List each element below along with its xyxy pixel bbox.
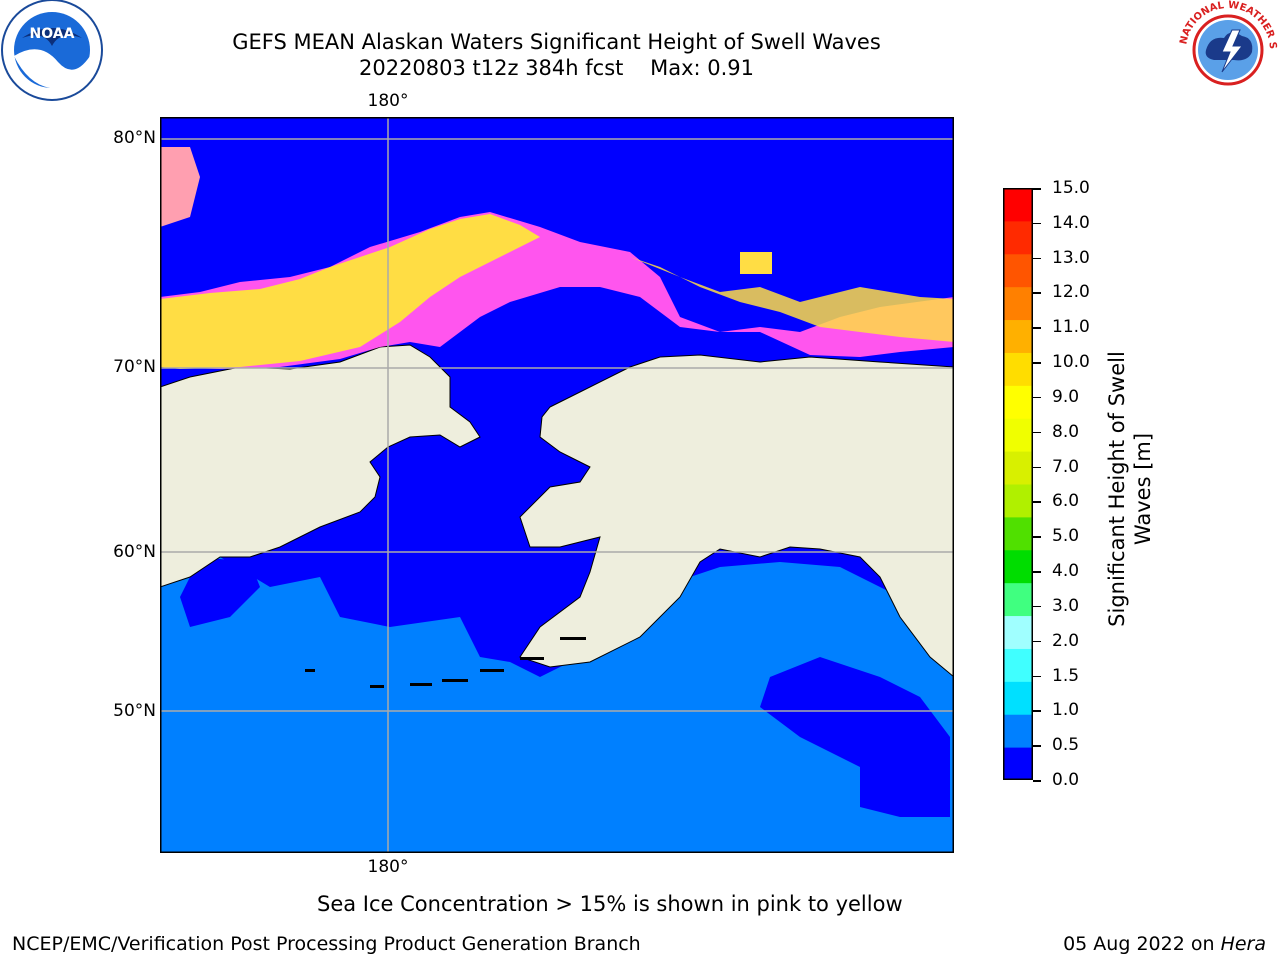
- colorbar-tick-label: 14.0: [1052, 212, 1090, 233]
- sea-ice-floe: [740, 252, 772, 274]
- colorbar-tick-label: 10.0: [1052, 352, 1090, 373]
- map-canvas: [159, 117, 955, 853]
- sea-ice-yellow-west: [160, 214, 540, 369]
- colorbar-tick-label: 3.0: [1052, 595, 1080, 616]
- colorbar-tick-label: 0.5: [1052, 735, 1080, 756]
- colorbar-segment: [1003, 516, 1033, 551]
- lat-label-60: 60°N: [113, 542, 156, 562]
- colorbar-tick-mark: [1033, 327, 1041, 329]
- colorbar-tick-label: 5.0: [1052, 526, 1080, 547]
- sea-ice-yellow-east: [630, 257, 954, 342]
- chart-subtitle: 20220803 t12z 384h fcst Max: 0.91: [358, 56, 755, 80]
- colorbar-tick-mark: [1033, 745, 1041, 747]
- colorbar-tick-label: 1.0: [1052, 700, 1080, 721]
- sea-ice-north-patch: [160, 147, 200, 227]
- colorbar-tick-label: 4.0: [1052, 561, 1080, 582]
- chart-title: GEFS MEAN Alaskan Waters Significant Hei…: [232, 30, 881, 54]
- colorbar-segment: [1003, 648, 1033, 682]
- colorbar-segment: [1003, 253, 1033, 288]
- footer-machine: Hera: [1220, 933, 1266, 955]
- colorbar-segment: [1003, 418, 1033, 452]
- colorbar-tick-mark: [1033, 257, 1041, 260]
- colorbar-tick-mark: [1033, 710, 1041, 712]
- svg-text:NOAA: NOAA: [30, 26, 75, 42]
- siberia-land: [159, 344, 481, 588]
- colorbar-tick-label: 1.5: [1052, 665, 1080, 686]
- colorbar-tick-label: 7.0: [1052, 456, 1080, 477]
- colorbar-tick-mark: [1033, 188, 1041, 190]
- colorbar-tick-mark: [1033, 396, 1041, 399]
- colorbar: [1003, 188, 1033, 781]
- colorbar-tick-mark: [1033, 640, 1041, 643]
- colorbar-tick-label: 12.0: [1052, 282, 1090, 303]
- colorbar-tick-label: 13.0: [1052, 247, 1090, 268]
- sea-ice-caption: Sea Ice Concentration > 15% is shown in …: [317, 892, 903, 916]
- colorbar-segment: [1003, 582, 1033, 617]
- colorbar-tick-mark: [1033, 466, 1041, 469]
- colorbar-tick-label: 15.0: [1052, 178, 1090, 198]
- bering-shelf-patch: [180, 557, 260, 627]
- footer-date-text: 05 Aug 2022 on: [1063, 933, 1215, 955]
- colorbar-tick-label: 11.0: [1052, 317, 1090, 338]
- nws-logo: NATIONAL WEATHER SERVICE: [1172, 0, 1280, 104]
- colorbar-tick-mark: [1033, 675, 1041, 678]
- noaa-logo: NOAA: [0, 0, 104, 104]
- map-panel: [159, 117, 955, 853]
- lon-label-bottom: 180°: [367, 857, 409, 877]
- colorbar-segment: [1003, 747, 1033, 781]
- colorbar-title: Significant Height of Swell Waves [m]: [1105, 351, 1155, 627]
- colorbar-segment: [1003, 451, 1033, 485]
- colorbar-tick-label: 9.0: [1052, 386, 1080, 407]
- colorbar-tick-mark: [1033, 501, 1041, 503]
- colorbar-tick-mark: [1033, 536, 1041, 538]
- map-frame: [160, 117, 954, 853]
- graticule: [160, 117, 954, 853]
- colorbar-segment: [1003, 286, 1033, 321]
- colorbar-tick-label: 0.0: [1052, 770, 1080, 790]
- alaska-land: [519, 354, 955, 679]
- gulf-deep-patch: [760, 657, 950, 817]
- colorbar-tick-mark: [1033, 605, 1041, 608]
- colorbar-segment: [1003, 615, 1033, 649]
- colorbar-frame: [1003, 188, 1033, 780]
- colorbar-tick-mark: [1033, 292, 1041, 294]
- colorbar-segment: [1003, 385, 1033, 419]
- colorbar-segment: [1003, 352, 1033, 386]
- lon-label-top: 180°: [367, 91, 409, 111]
- colorbar-tick-mark: [1033, 222, 1041, 225]
- colorbar-segment: [1003, 220, 1033, 255]
- colorbar-segment: [1003, 484, 1033, 518]
- colorbar-tick-mark: [1033, 571, 1041, 573]
- colorbar-segment: [1003, 188, 1033, 222]
- lat-label-80: 80°N: [113, 128, 156, 148]
- colorbar-tick-label: 2.0: [1052, 630, 1080, 651]
- colorbar-segment: [1003, 319, 1033, 353]
- colorbar-svg: [1003, 188, 1033, 781]
- lat-label-70: 70°N: [113, 357, 156, 377]
- lat-label-50: 50°N: [113, 701, 156, 721]
- colorbar-tick-mark: [1033, 362, 1041, 364]
- footer-branch: NCEP/EMC/Verification Post Processing Pr…: [12, 933, 641, 955]
- colorbar-segment: [1003, 714, 1033, 748]
- colorbar-tick-mark: [1033, 780, 1041, 782]
- colorbar-segment: [1003, 549, 1033, 584]
- colorbar-tick-mark: [1033, 431, 1041, 434]
- colorbar-tick-label: 8.0: [1052, 421, 1080, 442]
- colorbar-segment: [1003, 681, 1033, 715]
- footer-date: 05 Aug 2022 on Hera: [1063, 933, 1266, 955]
- aleutian-islands: [305, 637, 586, 688]
- colorbar-tick-label: 6.0: [1052, 491, 1080, 512]
